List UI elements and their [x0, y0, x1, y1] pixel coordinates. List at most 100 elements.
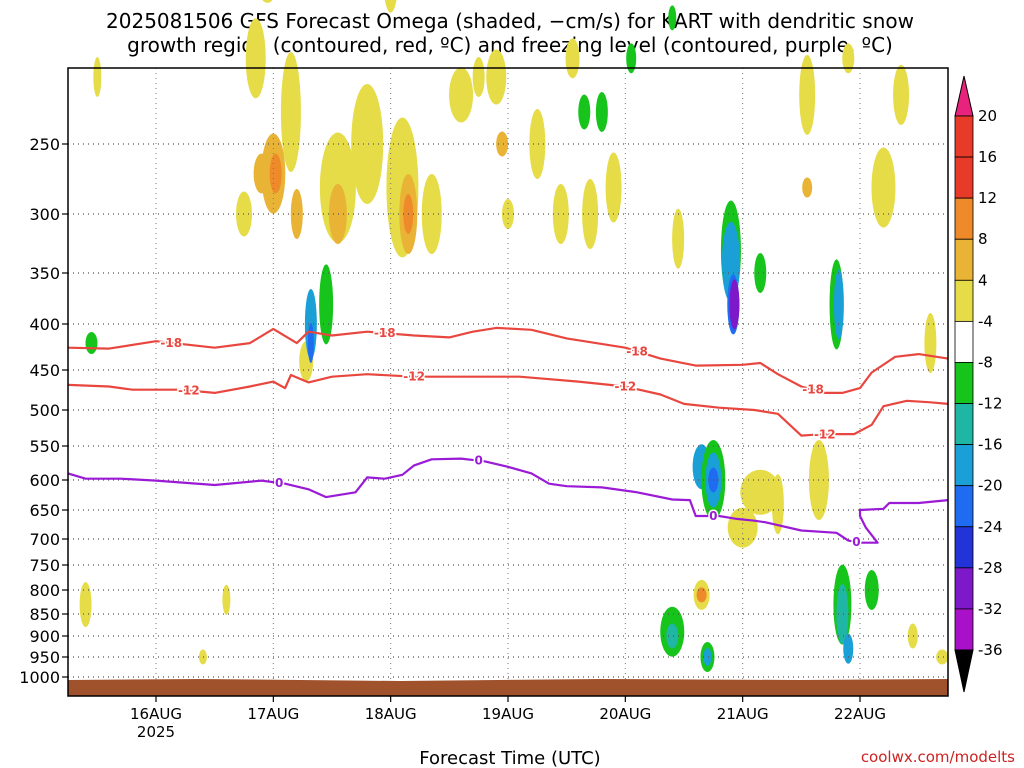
omega-cell	[222, 584, 231, 615]
contour-label: -18	[160, 336, 182, 350]
omega-cell	[351, 84, 384, 204]
y-tick-label: 800	[29, 581, 60, 600]
colorbar-swatch	[954, 156, 974, 199]
contour-line--18	[67, 326, 949, 394]
omega-cell	[924, 313, 937, 374]
x-tick-label: 18AUG	[365, 705, 417, 723]
omega-cell	[703, 648, 712, 666]
contour-layer: -18 -18 -18 -18 -12 -12 -12 -12 0 0 0 0	[67, 325, 949, 551]
contour-label: 0	[474, 454, 482, 468]
x-tick-label: 19AUG	[482, 705, 534, 723]
colorbar-label: -28	[978, 559, 1003, 577]
y-tick-label: 900	[29, 627, 60, 646]
chart-title-line-1: 2025081506 GFS Forecast Omega (shaded, −…	[106, 9, 914, 33]
omega-cell	[290, 189, 303, 239]
colorbar-top-arrow	[954, 75, 974, 117]
omega-cell	[582, 179, 599, 249]
omega-cell	[198, 649, 207, 665]
x-tick-label: 22AUG	[834, 705, 886, 723]
y-tick-label: 400	[29, 315, 60, 334]
y-tick-label: 350	[29, 264, 60, 283]
omega-cell	[907, 623, 918, 649]
contour-label: -18	[626, 344, 648, 358]
colorbar-label: -12	[978, 395, 1003, 413]
y-tick-label: 1000	[19, 668, 60, 687]
omega-cell	[529, 109, 546, 179]
colorbar-label: 12	[978, 189, 997, 207]
colorbar-label: 4	[978, 271, 988, 289]
colorbar-swatch	[954, 485, 974, 528]
contour-line-0	[67, 457, 949, 544]
omega-cell	[328, 184, 347, 244]
colorbar-swatch	[954, 238, 974, 281]
omega-cell	[79, 582, 92, 628]
omega-cell	[384, 0, 397, 13]
omega-cell	[802, 177, 813, 198]
omega-cell	[842, 43, 855, 74]
colorbar-swatch	[954, 279, 974, 322]
y-tick-label: 650	[29, 501, 60, 520]
y-tick-label: 750	[29, 556, 60, 575]
plot-area	[68, 68, 948, 696]
colorbar-swatch	[954, 197, 974, 240]
omega-cell	[666, 623, 679, 649]
contour-label: -12	[814, 427, 836, 441]
omega-cell	[578, 94, 591, 130]
omega-cell	[871, 147, 896, 228]
omega-cell	[280, 51, 301, 172]
colorbar-swatch	[954, 526, 974, 569]
omega-cell	[307, 323, 314, 364]
colorbar-label: 20	[978, 107, 997, 125]
omega-cell	[236, 191, 252, 237]
colorbar-label: 8	[978, 230, 988, 248]
colorbar-label: -8	[978, 353, 993, 371]
colorbar-swatch	[954, 115, 974, 158]
omega-cell	[626, 43, 637, 74]
omega-cell	[605, 152, 622, 223]
omega-cell	[696, 587, 707, 603]
y-tick-label: 300	[29, 205, 60, 224]
contour-label: -18	[374, 326, 396, 340]
grid-lines	[68, 68, 948, 696]
omega-cell	[565, 38, 580, 79]
x-tick-label: 17AUG	[247, 705, 299, 723]
y-axis: 250 300 350 400 450 500 550 600 650 700 750 800 850 9…	[19, 135, 68, 687]
chart-title-line-2: growth region (contoured, red, ºC) and f…	[127, 33, 893, 57]
y-tick-label: 550	[29, 437, 60, 456]
y-tick-label: 700	[29, 530, 60, 549]
omega-cell	[836, 584, 849, 644]
omega-cell	[833, 269, 844, 340]
omega-cell	[269, 153, 282, 194]
credit-text: coolwx.com/modelts	[861, 748, 1015, 766]
colorbar-label: -32	[978, 600, 1003, 618]
y-tick-label: 450	[29, 361, 60, 380]
colorbar-swatch	[954, 403, 974, 446]
omega-cell	[771, 474, 784, 535]
x-axis-title: Forecast Time (UTC)	[419, 748, 600, 768]
omega-cell	[729, 279, 740, 330]
omega-cell	[864, 570, 879, 610]
omega-cell	[496, 131, 509, 157]
x-tick-sublabel: 2025	[137, 723, 175, 741]
omega-cell	[843, 633, 854, 664]
omega-cell	[262, 0, 273, 3]
contour-label: -12	[178, 384, 200, 398]
colorbar-label: -20	[978, 477, 1003, 495]
colorbar-swatch	[954, 444, 974, 487]
contour-label: 0	[852, 535, 860, 549]
omega-cell	[672, 208, 685, 269]
colorbar-swatch	[954, 320, 974, 363]
omega-cell	[319, 264, 334, 345]
omega-cell	[449, 67, 474, 123]
omega-cell	[799, 54, 816, 135]
x-tick-label: 21AUG	[717, 705, 769, 723]
colorbar-label: -16	[978, 436, 1003, 454]
x-tick-label: 20AUG	[599, 705, 651, 723]
contour-line--12	[67, 373, 949, 437]
omega-cell	[85, 332, 98, 355]
colorbar-label: 16	[978, 148, 997, 166]
omega-cell	[936, 649, 949, 665]
colorbar-label: -36	[978, 641, 1003, 659]
contour-label: 0	[275, 476, 283, 490]
